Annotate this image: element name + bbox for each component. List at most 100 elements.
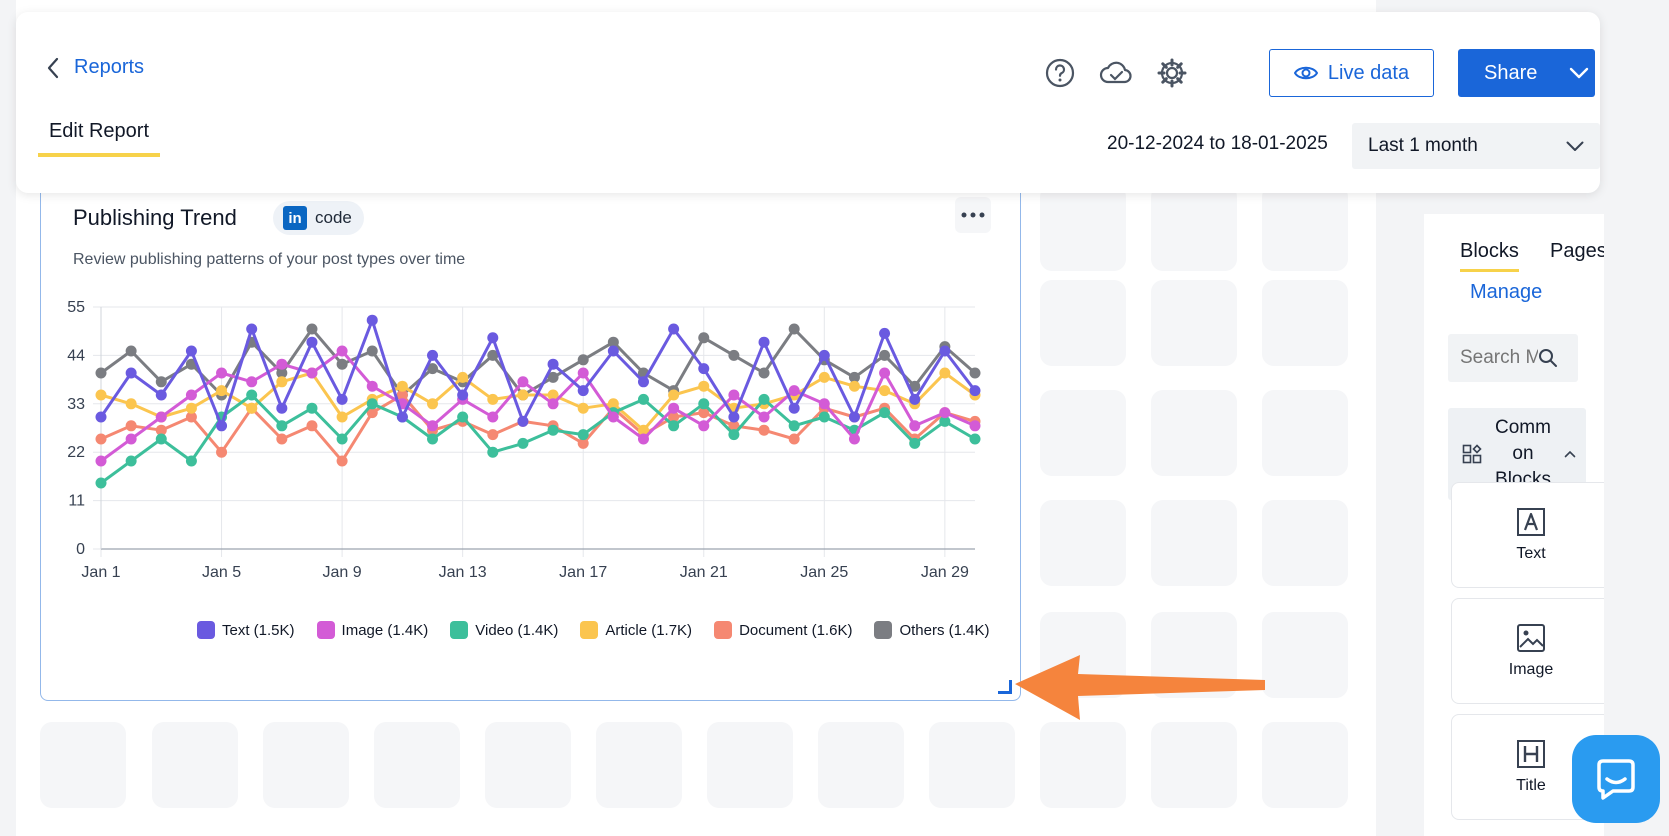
text-block-icon: [1517, 508, 1545, 536]
linkedin-icon: in: [283, 206, 307, 230]
placeholder-tile: [40, 722, 126, 808]
data-point: [788, 402, 800, 414]
data-point: [969, 385, 981, 397]
data-point: [848, 411, 860, 423]
data-point: [185, 345, 197, 357]
image-block[interactable]: Image: [1451, 598, 1604, 704]
text-block[interactable]: Text: [1451, 482, 1604, 588]
legend-item[interactable]: Article (1.7K): [580, 621, 692, 639]
placeholder-tile: [818, 722, 904, 808]
placeholder-tile: [1262, 612, 1348, 698]
tab-pages[interactable]: Pages: [1550, 240, 1604, 262]
data-point: [427, 433, 439, 445]
series-line: [100, 371, 976, 432]
publishing-trend-widget[interactable]: Publishing Trend in code Review publishi…: [40, 150, 1021, 701]
share-label: Share: [1484, 61, 1538, 84]
data-point: [909, 380, 921, 392]
data-point: [788, 323, 800, 335]
placeholder-tile: [707, 722, 793, 808]
data-point: [698, 380, 710, 392]
resize-handle[interactable]: [998, 680, 1012, 694]
data-point: [306, 323, 318, 335]
legend-swatch: [197, 621, 215, 639]
reports-link[interactable]: Reports: [74, 56, 145, 78]
data-point: [607, 336, 619, 348]
back-to-reports[interactable]: Reports: [46, 56, 144, 79]
data-point: [909, 420, 921, 432]
y-tick-label: 22: [67, 444, 85, 461]
data-point: [788, 385, 800, 397]
placeholder-tile: [596, 722, 682, 808]
placeholder-tile: [152, 722, 238, 808]
data-point: [517, 389, 529, 401]
tab-blocks[interactable]: Blocks: [1460, 240, 1519, 272]
data-point: [306, 420, 318, 432]
legend-label: Document (1.6K): [739, 621, 853, 639]
blocks-search-input[interactable]: [1460, 347, 1538, 369]
image-block-icon: [1517, 624, 1545, 652]
tab-edit-report[interactable]: Edit Report: [38, 120, 160, 157]
share-button[interactable]: Share: [1458, 49, 1595, 97]
data-point: [487, 349, 499, 361]
y-tick-label: 11: [68, 493, 85, 510]
placeholder-tile: [1040, 612, 1126, 698]
data-point: [879, 327, 891, 339]
data-point: [155, 424, 167, 436]
data-point: [276, 420, 288, 432]
chat-bubble-icon[interactable]: [1572, 735, 1660, 823]
data-point: [909, 393, 921, 405]
placeholder-tile: [1151, 390, 1237, 476]
legend-item[interactable]: Text (1.5K): [197, 621, 295, 639]
placeholder-tile: [1040, 280, 1126, 366]
placeholder-tile: [1262, 280, 1348, 366]
x-tick-label: Jan 1: [81, 564, 120, 581]
x-tick-label: Jan 13: [439, 564, 487, 581]
chevron-down-icon[interactable]: [1569, 67, 1589, 79]
gear-icon[interactable]: [1155, 56, 1189, 90]
data-point: [577, 437, 589, 449]
chevron-up-icon: [1564, 450, 1576, 458]
data-point: [607, 411, 619, 423]
title-block-label: Title: [1516, 777, 1546, 794]
legend-swatch: [580, 621, 599, 639]
blocks-search[interactable]: [1448, 334, 1578, 382]
data-point: [577, 354, 589, 366]
help-icon[interactable]: [1043, 56, 1077, 90]
live-data-button[interactable]: Live data: [1269, 49, 1434, 97]
account-badge-label: code: [315, 208, 352, 227]
data-point: [336, 358, 348, 370]
data-point: [879, 349, 891, 361]
series-line: [100, 349, 976, 463]
widget-title: Publishing Trend: [73, 205, 237, 230]
data-point: [276, 433, 288, 445]
data-point: [698, 363, 710, 375]
more-dots-icon[interactable]: [955, 197, 991, 233]
data-point: [848, 371, 860, 383]
data-point: [457, 411, 469, 423]
period-select-value: Last 1 month: [1368, 135, 1478, 156]
data-point: [577, 367, 589, 379]
data-point: [246, 402, 258, 414]
data-point: [185, 389, 197, 401]
report-header: Reports Edit Report Live data Share 20-1…: [16, 12, 1600, 193]
series-line: [100, 327, 976, 397]
data-point: [125, 367, 137, 379]
period-select[interactable]: Last 1 month: [1352, 123, 1600, 169]
data-point: [276, 376, 288, 388]
data-point: [517, 415, 529, 427]
data-point: [487, 393, 499, 405]
legend-item[interactable]: Others (1.4K): [874, 621, 989, 639]
data-point: [396, 411, 408, 423]
placeholder-tile: [1151, 722, 1237, 808]
manage-link[interactable]: Manage: [1470, 281, 1543, 303]
data-point: [306, 336, 318, 348]
legend-item[interactable]: Image (1.4K): [316, 621, 428, 639]
data-point: [125, 455, 137, 467]
legend-item[interactable]: Document (1.6K): [714, 621, 852, 639]
data-point: [366, 345, 378, 357]
cloud-check-icon[interactable]: [1099, 56, 1133, 90]
legend-item[interactable]: Video (1.4K): [450, 621, 558, 639]
data-point: [668, 323, 680, 335]
data-point: [848, 433, 860, 445]
data-point: [818, 371, 830, 383]
